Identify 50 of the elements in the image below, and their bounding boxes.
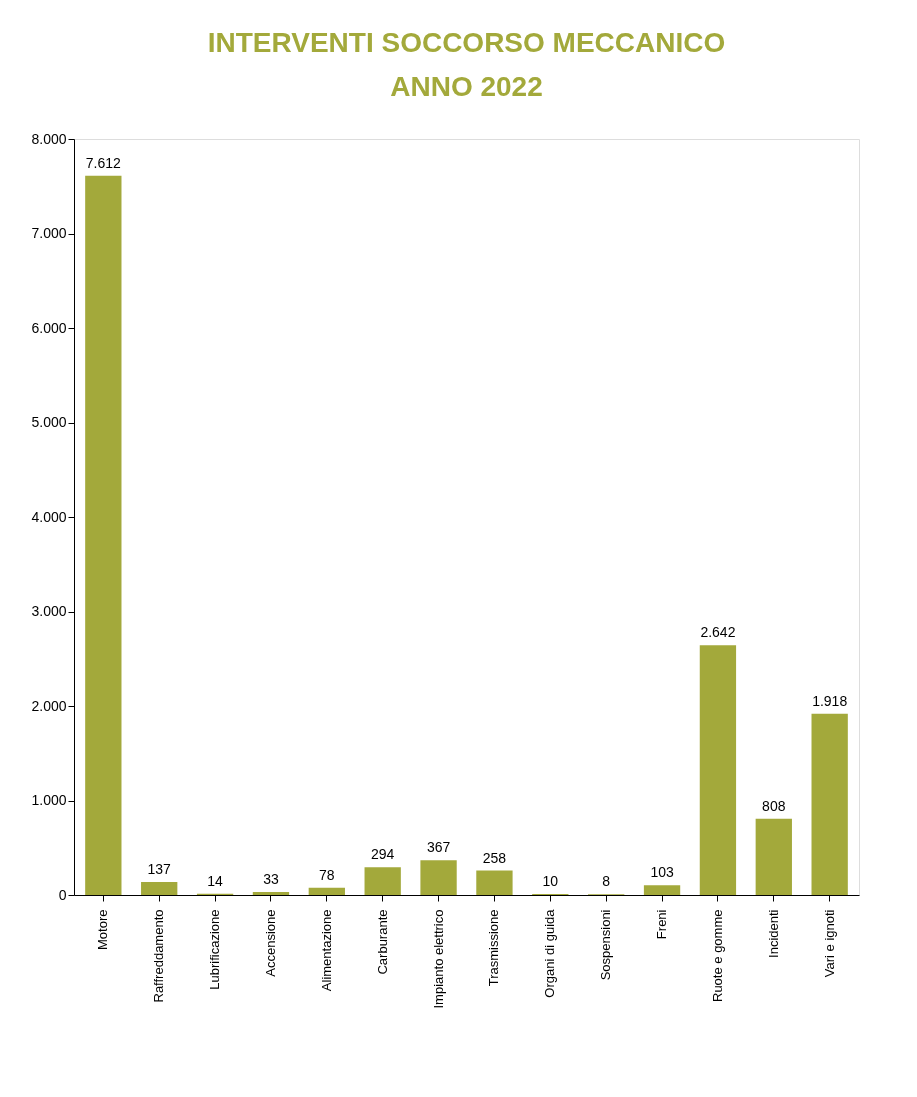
x-tick-label: Impianto elettrico <box>430 909 446 1009</box>
bar <box>85 175 122 895</box>
data-label: 258 <box>482 849 507 866</box>
bar <box>476 870 513 895</box>
x-tick-label: Ruote e gomme <box>709 909 725 1002</box>
x-tick-label: Accensione <box>262 909 278 977</box>
data-label: 7.612 <box>85 154 122 171</box>
y-tick-label: 5.000 <box>31 414 67 430</box>
data-label: 2.642 <box>700 624 736 641</box>
data-label: 137 <box>147 861 172 878</box>
y-tick-label: 0 <box>58 886 67 903</box>
data-label: 78 <box>319 866 335 883</box>
y-tick-label: 8.000 <box>31 130 67 147</box>
text: ANNO 2022 <box>390 71 543 102</box>
bar <box>420 860 457 895</box>
bar <box>364 867 401 895</box>
y-tick-label: 2.000 <box>31 697 67 714</box>
data-label: 33 <box>263 870 279 887</box>
text: INTERVENTI SOCCORSO MECCANICO <box>207 27 726 58</box>
x-tick-label: Incidenti <box>765 909 781 958</box>
x-tick-label: Lubrificazione <box>207 909 223 990</box>
x-tick-label: Trasmissione <box>486 909 502 987</box>
x-tick-label: Organi di guida <box>542 908 558 998</box>
bar <box>141 882 178 895</box>
data-label: 8 <box>602 873 611 890</box>
data-label: 1.918 <box>812 692 848 709</box>
bar <box>252 891 290 895</box>
data-label: 294 <box>371 846 395 863</box>
bar <box>699 645 737 895</box>
x-tick-label: Sospensioni <box>598 909 614 981</box>
y-tick-label: 7.000 <box>31 225 67 241</box>
x-tick-label: Freni <box>654 909 670 940</box>
data-label: 10 <box>542 873 559 890</box>
y-tick-label: 1.000 <box>31 792 67 808</box>
bar <box>308 887 345 895</box>
y-tick-label: 4.000 <box>31 508 67 525</box>
x-tick-label: Vari e ignoti <box>821 909 837 978</box>
bar <box>811 713 848 895</box>
x-tick-label: Alimentazione <box>318 909 334 992</box>
bar <box>643 885 681 895</box>
data-label: 808 <box>762 797 786 814</box>
y-tick-label: 3.000 <box>31 603 67 619</box>
data-label: 367 <box>426 839 451 856</box>
x-tick-label: Raffreddamento <box>151 909 167 1003</box>
data-label: 103 <box>650 864 674 881</box>
y-tick-label: 6.000 <box>31 319 67 336</box>
x-tick-label: Carburante <box>374 909 390 975</box>
bar <box>755 818 792 895</box>
x-tick-label: Motore <box>95 909 111 950</box>
data-label: 14 <box>207 872 224 889</box>
